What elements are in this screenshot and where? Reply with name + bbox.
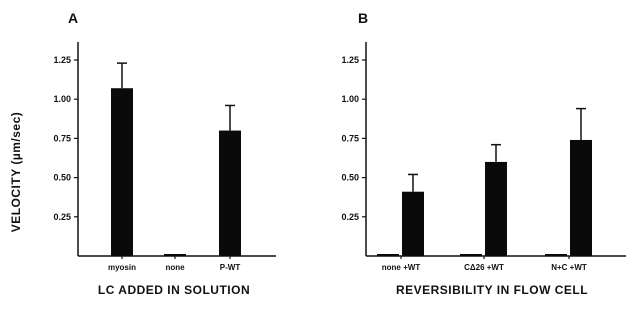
panel-a-ytick-label-3: 1.00 bbox=[53, 94, 71, 104]
panel-b-bars bbox=[377, 139, 592, 259]
panel-a: A 0.25 0.50 0.75 1.00 1.25 myosin none P-WT LC… bbox=[53, 10, 276, 297]
panel-a-x-axis-title: LC ADDED IN SOLUTION bbox=[98, 283, 250, 297]
panel-a-ytick-label-0: 0.25 bbox=[53, 212, 71, 222]
panel-b-category-label-2: N+C +WT bbox=[551, 263, 587, 272]
panel-b-category-label-1: CΔ26 +WT bbox=[464, 263, 504, 272]
panel-b-bar-2-0 bbox=[545, 254, 567, 256]
panel-b: B 0.25 0.50 0.75 1.00 1.25 none +WT CΔ26 +WT N… bbox=[341, 10, 626, 297]
panel-a-category-label-1: none bbox=[165, 263, 185, 272]
panel-b-error-bars bbox=[408, 107, 586, 192]
panel-a-ytick-label-2: 0.75 bbox=[53, 133, 71, 143]
panel-a-category-label-2: P-WT bbox=[220, 263, 241, 272]
panel-a-bar-2-0 bbox=[219, 130, 241, 256]
panel-b-bar-0-0 bbox=[377, 254, 399, 256]
panel-b-category-labels: none +WT CΔ26 +WT N+C +WT bbox=[382, 263, 587, 272]
panel-a-bar-0-0 bbox=[111, 88, 133, 256]
panel-b-ytick-label-1: 0.50 bbox=[341, 173, 359, 183]
panel-b-bar-1-1 bbox=[485, 161, 507, 256]
panel-b-x-axis-title: REVERSIBILITY IN FLOW CELL bbox=[396, 283, 588, 297]
panel-a-bar-1-0 bbox=[164, 254, 186, 256]
panel-a-error-bars bbox=[117, 62, 235, 131]
panel-a-category-label-0: myosin bbox=[108, 263, 136, 272]
panel-a-ytick-label-4: 1.25 bbox=[53, 55, 71, 65]
panel-a-letter: A bbox=[68, 10, 78, 26]
panel-b-bar-1-0 bbox=[460, 254, 482, 256]
panel-a-ytick-label-1: 0.50 bbox=[53, 173, 71, 183]
panel-b-category-label-0: none +WT bbox=[382, 263, 421, 272]
panel-b-ytick-label-4: 1.25 bbox=[341, 55, 359, 65]
panel-b-bar-0-1 bbox=[402, 191, 424, 256]
panel-a-y-ticks: 0.25 0.50 0.75 1.00 1.25 bbox=[53, 55, 78, 222]
panel-a-category-labels: myosin none P-WT bbox=[108, 263, 240, 272]
panel-b-ytick-label-2: 0.75 bbox=[341, 133, 359, 143]
panel-b-letter: B bbox=[358, 10, 368, 26]
panel-b-ytick-label-0: 0.25 bbox=[341, 212, 359, 222]
y-axis-title: VELOCITY (µm/sec) bbox=[9, 112, 23, 233]
panel-a-bars bbox=[111, 88, 241, 259]
panel-b-y-ticks: 0.25 0.50 0.75 1.00 1.25 bbox=[341, 55, 366, 222]
panel-b-bar-2-1 bbox=[570, 139, 592, 256]
panel-b-ytick-label-3: 1.00 bbox=[341, 94, 359, 104]
